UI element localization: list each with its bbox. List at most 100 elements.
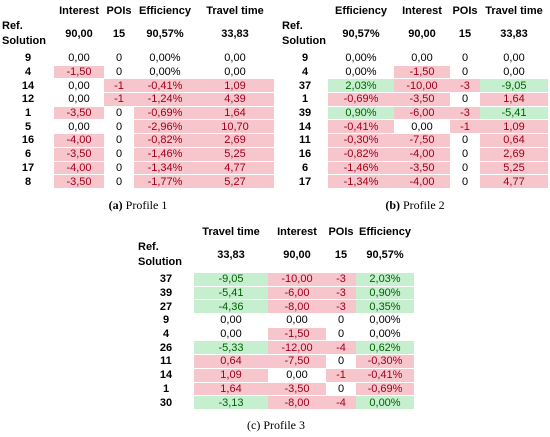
solution-id: 27: [138, 299, 194, 314]
header-row: Efficiency Interest POIs Travel time: [282, 1, 548, 17]
reference-value: 90,00: [283, 249, 311, 261]
delta-cell: 5,25: [480, 160, 548, 175]
table-row: 9 0,00 0,00 0 0,00%: [138, 313, 414, 328]
header-corner: [2, 1, 54, 17]
caption-letter: (b): [385, 198, 400, 212]
delta-cell: -0,82%: [328, 146, 394, 161]
column-header: POIs: [328, 226, 354, 238]
table-row: 39 -5,41 -6,00 -3 0,90%: [138, 285, 414, 300]
delta-cell: -1,34%: [328, 174, 394, 188]
delta-cell: -10,00: [268, 272, 326, 287]
delta-cell: -5,33: [194, 340, 268, 355]
reference-value: 90,57%: [366, 249, 404, 261]
delta-cell: -4,00: [394, 146, 450, 161]
delta-cell: -7,50: [268, 354, 326, 369]
delta-cell: -12,00: [268, 340, 326, 355]
delta-cell: 0,00: [196, 51, 274, 66]
solution-id: 16: [282, 146, 328, 161]
solution-id: 4: [138, 326, 194, 341]
delta-cell: 0,90%: [356, 285, 414, 300]
header-row: Travel time Interest POIs Efficiency: [138, 222, 414, 238]
delta-cell: 0: [450, 133, 480, 148]
solution-id: 16: [2, 133, 54, 148]
profile-2-table-panel: Efficiency Interest POIs Travel time Ref. Sol…: [282, 1, 548, 188]
delta-cell: -8,00: [268, 299, 326, 314]
reference-value: 33,83: [221, 28, 249, 40]
solution-id: 37: [282, 78, 328, 93]
delta-cell: 0,90%: [328, 105, 394, 120]
column-header: Travel time: [206, 5, 264, 17]
table-row: 16 -0,82% -4,00 0 2,69: [282, 146, 548, 161]
caption-letter: (a): [108, 198, 123, 212]
table-row: 39 0,90% -6,00 -3 -5,41: [282, 105, 548, 120]
table-row: 4 0,00% -1,50 0 0,00: [282, 64, 548, 79]
delta-cell: 0: [104, 174, 134, 188]
solution-id: 5: [2, 119, 54, 134]
solution-id: 1: [282, 92, 328, 107]
solution-id: 39: [138, 285, 194, 300]
delta-cell: 10,70: [196, 119, 274, 134]
delta-cell: 0,00: [54, 92, 104, 107]
delta-cell: -1: [326, 367, 356, 382]
delta-cell: 0,00: [480, 51, 548, 66]
solution-id: 11: [282, 133, 328, 148]
delta-cell: 0,00: [54, 78, 104, 93]
delta-cell: 4,77: [196, 160, 274, 175]
reference-value: 90,00: [65, 28, 93, 40]
delta-cell: 1,64: [194, 381, 268, 396]
delta-cell: 4,39: [196, 92, 274, 107]
reference-value: 90,57%: [342, 28, 380, 40]
delta-cell: 0,64: [480, 133, 548, 148]
solution-id: 14: [2, 78, 54, 93]
delta-cell: 0,00: [54, 119, 104, 134]
ref-label-line: Solution: [2, 35, 46, 47]
delta-cell: 0: [450, 64, 480, 79]
reference-value: 90,00: [408, 28, 436, 40]
delta-cell: -3,50: [54, 146, 104, 161]
delta-cell: -1,77%: [134, 174, 196, 188]
delta-cell: -3,50: [268, 381, 326, 396]
delta-cell: 0,00%: [356, 395, 414, 409]
solution-id: 4: [2, 64, 54, 79]
delta-cell: 0,00%: [328, 51, 394, 66]
delta-cell: 1,64: [480, 92, 548, 107]
column-header: Travel time: [485, 5, 543, 17]
caption-letter: (c): [247, 418, 261, 432]
caption-text: Profile 2: [403, 198, 445, 212]
column-header: POIs: [452, 5, 478, 17]
table-row: 1 -3,50 0 -0,69% 1,64: [2, 105, 274, 120]
delta-cell: -0,69%: [134, 105, 196, 120]
delta-cell: -4,00: [394, 174, 450, 188]
results-table: Travel time Interest POIs Efficiency Ref. Sol…: [138, 222, 414, 409]
delta-cell: -3,50: [54, 105, 104, 120]
delta-cell: 0: [450, 174, 480, 188]
column-header: POIs: [106, 5, 132, 17]
delta-cell: 0,00%: [356, 326, 414, 341]
results-table: Efficiency Interest POIs Travel time Ref. Sol…: [282, 1, 548, 188]
table-row: 11 -0,30% -7,50 0 0,64: [282, 133, 548, 148]
table-row: 16 -4,00 0 -0,82% 2,69: [2, 133, 274, 148]
delta-cell: -3,50: [54, 174, 104, 188]
delta-cell: 0,00: [394, 51, 450, 66]
table-row: 30 -3,13 -8,00 -4 0,00%: [138, 395, 414, 409]
delta-cell: -7,50: [394, 133, 450, 148]
delta-cell: 0,64: [194, 354, 268, 369]
table-row: 6 -1,46% -3,50 0 5,25: [282, 160, 548, 175]
column-header: Efficiency: [335, 5, 387, 17]
delta-cell: 0: [326, 313, 356, 328]
table-row: 37 2,03% -10,00 -3 -9,05: [282, 78, 548, 93]
header-corner: [282, 1, 328, 17]
column-header: Interest: [59, 5, 99, 17]
delta-cell: 0: [450, 51, 480, 66]
delta-cell: -1,50: [394, 64, 450, 79]
solution-id: 1: [138, 381, 194, 396]
delta-cell: 1,09: [196, 78, 274, 93]
delta-cell: 0,00%: [328, 64, 394, 79]
header-row: Interest POIs Efficiency Travel time: [2, 1, 274, 17]
delta-cell: -1: [104, 92, 134, 107]
solution-id: 6: [282, 160, 328, 175]
solution-id: 9: [282, 51, 328, 66]
table-row: 9 0,00 0 0,00% 0,00: [2, 51, 274, 66]
delta-cell: 0: [104, 146, 134, 161]
reference-value: 15: [112, 28, 126, 40]
